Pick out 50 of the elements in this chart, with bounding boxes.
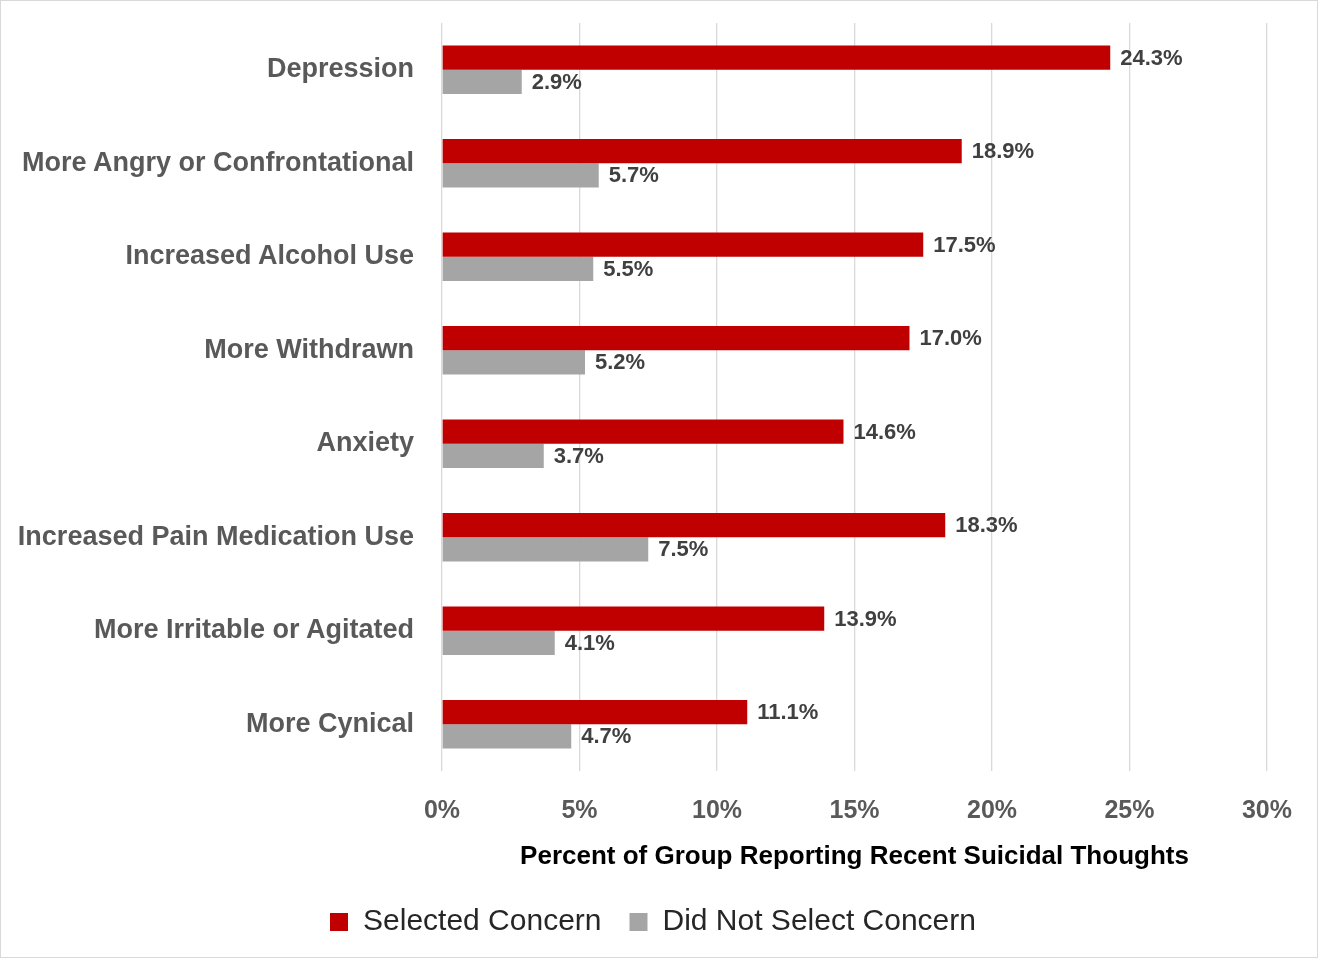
bar xyxy=(442,512,946,538)
x-tick-label: 0% xyxy=(423,794,461,823)
y-tick-label: More Irritable or Agitated xyxy=(93,614,414,645)
bar xyxy=(442,443,544,469)
data-label: 18.9% xyxy=(971,138,1035,164)
bar xyxy=(442,138,962,164)
bar xyxy=(442,69,522,95)
x-tick-label: 5% xyxy=(561,794,598,823)
data-label: 14.6% xyxy=(853,418,916,444)
data-label: 11.1% xyxy=(757,699,819,725)
data-label: 2.9% xyxy=(531,68,582,94)
data-label: 4.7% xyxy=(581,723,632,749)
bar xyxy=(442,419,844,444)
data-label: 5.7% xyxy=(608,162,659,188)
bar xyxy=(442,350,585,375)
data-label: 3.7% xyxy=(553,442,604,468)
legend-label: Did Not Select Concern xyxy=(662,903,976,937)
data-label: 17.5% xyxy=(933,231,996,257)
y-tick-label: Increased Pain Medication Use xyxy=(17,520,414,551)
x-tick-label: 10% xyxy=(691,794,743,823)
y-tick-label: Increased Alcohol Use xyxy=(125,240,414,271)
x-tick-label: 20% xyxy=(966,794,1018,823)
bar xyxy=(442,537,649,562)
bar xyxy=(442,606,825,631)
x-axis-title: Percent of Group Reporting Recent Suicidal Thoughts xyxy=(520,839,1189,870)
data-label: 13.9% xyxy=(834,605,897,631)
legend-label: Selected Concern xyxy=(363,903,602,937)
bar xyxy=(442,630,555,656)
y-tick-label: More Cynical xyxy=(245,707,414,738)
y-tick-label: More Angry or Confrontational xyxy=(22,146,414,177)
bar xyxy=(442,163,599,188)
bar xyxy=(442,232,924,257)
y-tick-label: More Withdrawn xyxy=(204,333,414,364)
x-tick-label: 15% xyxy=(829,794,880,823)
bar xyxy=(442,699,748,725)
data-label: 5.5% xyxy=(603,255,654,281)
data-label: 17.0% xyxy=(919,325,982,351)
bar xyxy=(442,325,910,351)
x-tick-label: 25% xyxy=(1104,794,1155,823)
data-label: 24.3% xyxy=(1120,44,1183,70)
data-label: 18.3% xyxy=(955,512,1018,538)
data-label: 4.1% xyxy=(564,629,615,655)
y-tick-label: Anxiety xyxy=(316,427,414,458)
bar xyxy=(442,256,594,282)
bar xyxy=(442,45,1111,70)
bar xyxy=(442,724,572,749)
data-label: 7.5% xyxy=(658,536,709,562)
data-label: 5.2% xyxy=(595,349,646,375)
y-tick-label: Depression xyxy=(266,53,414,84)
x-tick-label: 30% xyxy=(1241,794,1293,823)
